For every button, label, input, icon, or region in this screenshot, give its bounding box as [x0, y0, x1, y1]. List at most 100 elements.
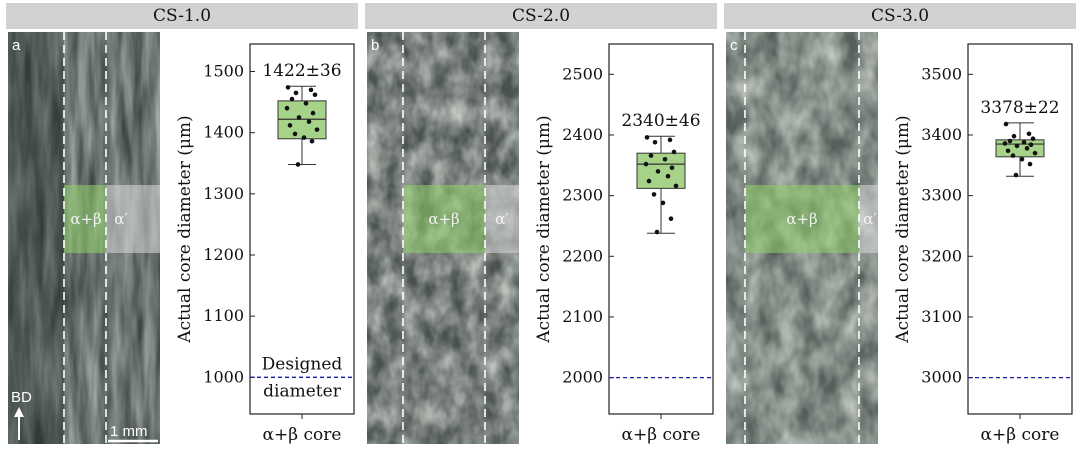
panel-header-cs2: CS-2.0	[365, 3, 717, 29]
build-direction-arrow-icon	[14, 407, 24, 440]
y-tick-label: 3000	[921, 368, 962, 387]
panel-letter-c: c	[730, 37, 738, 54]
data-point	[1011, 133, 1017, 139]
x-category-label: α+β core	[263, 425, 342, 445]
y-tick-label: 3200	[921, 246, 962, 265]
core-overlay-cs2	[403, 185, 485, 253]
data-point	[1003, 121, 1009, 127]
panel-header-cs1: CS-1.0	[6, 3, 358, 29]
outer-overlay-cs3	[859, 185, 878, 253]
data-point	[314, 127, 320, 132]
y-tick-label: 2500	[562, 64, 603, 83]
core-overlay-cs1	[64, 185, 106, 253]
data-point	[1005, 148, 1011, 154]
data-point	[1021, 139, 1027, 145]
region-label-core-cs2: α+β	[428, 210, 459, 228]
y-tick-label: 1500	[203, 62, 244, 81]
data-point	[1014, 143, 1020, 149]
data-point	[284, 105, 290, 111]
y-tick-label: 2400	[562, 125, 603, 144]
y-tick-label: 3400	[921, 125, 962, 144]
designed-diameter-label: Designed	[262, 354, 343, 374]
y-tick-label: 1400	[203, 123, 244, 142]
micrograph-cs1: a α+β α′ BD 1 mm	[8, 32, 160, 444]
data-point	[1013, 172, 1019, 178]
y-tick-label: 1100	[203, 306, 244, 325]
outer-overlay-cs1	[106, 185, 160, 253]
scale-bar-label: 1 mm	[110, 423, 148, 440]
box-plot-cs1: 1000 1100 1200 1300 1400 1500 Actual core diam…	[175, 43, 355, 445]
data-point	[654, 229, 660, 235]
region-label-core-cs1: α+β	[70, 210, 101, 228]
region-label-core-cs3: α+β	[786, 210, 817, 228]
y-tick-label: 2000	[562, 368, 603, 387]
data-point	[673, 183, 679, 189]
data-point	[671, 149, 677, 155]
y-tick-label: 3100	[921, 307, 962, 326]
y-tick-label: 2300	[562, 186, 603, 205]
data-point	[646, 178, 652, 184]
x-category-label: α+β core	[981, 425, 1060, 445]
data-point	[285, 85, 291, 90]
data-point	[1030, 136, 1036, 141]
y-tick-label: 1300	[203, 184, 244, 203]
data-point	[648, 153, 654, 158]
data-point	[308, 87, 314, 93]
data-point	[293, 90, 299, 96]
data-point	[292, 131, 298, 137]
data-point	[1026, 131, 1032, 137]
data-point	[1028, 142, 1034, 147]
data-point	[301, 135, 307, 140]
data-point	[652, 139, 658, 145]
data-point	[660, 200, 666, 206]
y-tick-label: 2100	[562, 307, 603, 326]
micrograph-cs3: c α+β α′	[726, 32, 878, 444]
box-plots: 1000 1100 1200 1300 1400 1500 Actual core diam…	[175, 43, 1073, 445]
y-axis-label: Actual core diameter (μm)	[175, 115, 195, 343]
panel-letter-a: a	[12, 37, 21, 54]
y-axis-label: Actual core diameter (μm)	[534, 115, 554, 343]
y-axis-label: Actual core diameter (μm)	[893, 115, 913, 343]
data-point	[289, 96, 295, 102]
data-point	[1027, 161, 1033, 167]
box-plot-cs2: 2000 2100 2200 2300 2400 2500 Actual core diam…	[534, 43, 714, 445]
region-label-outer-cs2: α′	[495, 210, 509, 228]
data-point	[310, 110, 316, 116]
data-point	[669, 165, 675, 171]
y-tick-label: 3500	[921, 64, 962, 83]
panel-header-cs3: CS-3.0	[724, 3, 1076, 29]
data-point	[287, 123, 293, 128]
data-point	[1002, 141, 1008, 146]
panel-letter-b: b	[371, 37, 379, 54]
mean-sd-annotation: 2340±46	[621, 111, 700, 131]
mean-sd-annotation: 1422±36	[262, 61, 341, 81]
core-overlay-cs3	[745, 185, 859, 253]
mean-sd-annotation: 3378±22	[980, 98, 1059, 118]
micrograph-cs2: b α+β α′	[367, 32, 519, 444]
data-point	[1019, 156, 1025, 162]
x-category-label: α+β core	[622, 425, 701, 445]
build-direction-label: BD	[11, 389, 32, 406]
data-point	[662, 156, 668, 162]
data-point	[667, 137, 673, 143]
data-point	[1010, 153, 1016, 158]
data-point	[644, 135, 650, 140]
outer-overlay-cs2	[485, 185, 519, 253]
data-point	[303, 101, 309, 106]
data-point	[296, 115, 302, 120]
data-point	[643, 161, 649, 167]
data-point	[312, 92, 318, 98]
y-tick-label: 1000	[203, 367, 244, 386]
box-plot-cs3: 3000 3100 3200 3300 3400 3500 Actual core diam…	[893, 43, 1073, 445]
data-point	[306, 119, 312, 124]
region-label-outer-cs3: α′	[863, 210, 877, 228]
data-point	[1024, 146, 1030, 151]
region-label-outer-cs1: α′	[114, 210, 128, 228]
y-tick-label: 3300	[921, 186, 962, 205]
data-point	[295, 162, 301, 167]
data-point	[655, 169, 661, 174]
data-point	[1007, 138, 1013, 144]
data-point	[651, 192, 657, 197]
designed-diameter-label: diameter	[263, 381, 342, 401]
data-point	[665, 173, 671, 179]
